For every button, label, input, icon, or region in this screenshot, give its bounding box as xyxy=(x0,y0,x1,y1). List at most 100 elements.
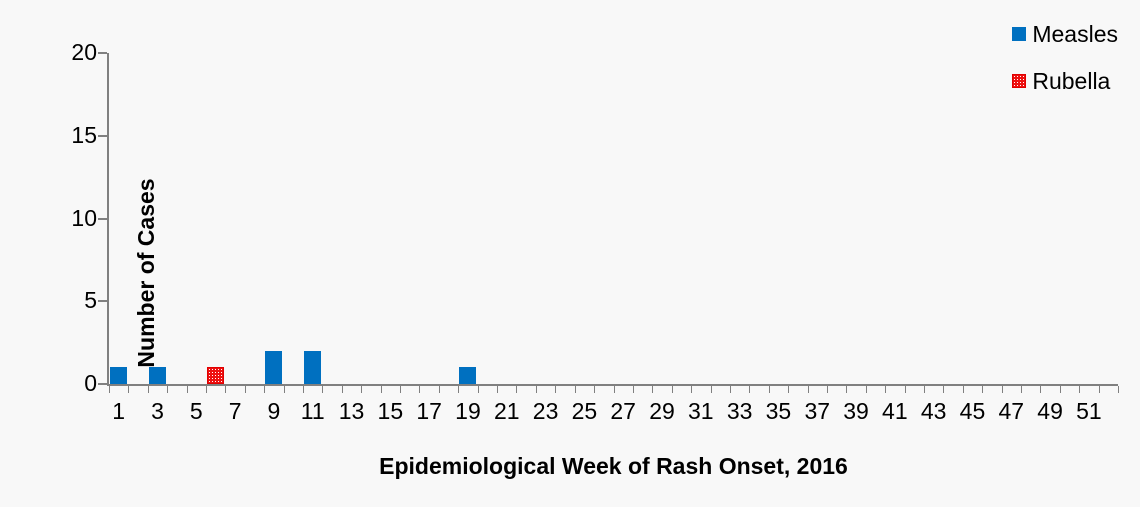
x-tick-label-17: 17 xyxy=(416,398,442,424)
x-tick-45 xyxy=(982,386,984,393)
x-tick-25 xyxy=(594,386,596,393)
bar-rubella-week-6 xyxy=(207,367,225,384)
x-tick-label-33: 33 xyxy=(726,398,753,424)
x-tick-label-51: 51 xyxy=(1076,398,1102,424)
x-tick-6 xyxy=(225,386,227,393)
x-tick-34 xyxy=(768,386,770,393)
x-tick-32 xyxy=(729,386,731,393)
bar-measles-week-1 xyxy=(110,367,128,384)
x-tick-15 xyxy=(400,386,402,393)
measles-swatch-icon xyxy=(1012,27,1027,41)
x-tick-1 xyxy=(128,386,130,393)
legend-label-rubella: Rubella xyxy=(1032,68,1111,94)
x-tick-18 xyxy=(458,386,460,393)
x-tick-3 xyxy=(167,386,169,393)
x-axis-title: Epidemiological Week of Rash Onset, 2016 xyxy=(379,453,848,479)
y-axis-title: Number of Cases xyxy=(133,178,159,368)
x-tick-label-27: 27 xyxy=(610,398,636,424)
x-tick-40 xyxy=(885,386,887,393)
x-tick-21 xyxy=(516,386,518,393)
y-tick-label-5: 5 xyxy=(84,287,97,314)
y-tick-5 xyxy=(98,300,107,303)
x-tick-label-45: 45 xyxy=(959,398,986,424)
x-tick-23 xyxy=(555,386,557,393)
legend-label-measles: Measles xyxy=(1032,21,1118,47)
x-tick-30 xyxy=(691,386,693,393)
x-tick-label-43: 43 xyxy=(920,398,947,424)
y-tick-label-20: 20 xyxy=(71,39,97,65)
x-tick-27 xyxy=(632,386,634,393)
x-tick-label-19: 19 xyxy=(455,398,481,424)
x-tick-label-13: 13 xyxy=(338,398,365,424)
x-tick-28 xyxy=(652,386,654,393)
x-tick-label-5: 5 xyxy=(189,398,203,424)
y-tick-10 xyxy=(98,217,107,220)
x-tick-37 xyxy=(826,386,828,393)
x-tick-label-37: 37 xyxy=(804,398,831,424)
x-tick-33 xyxy=(749,386,751,393)
bar-measles-week-11 xyxy=(304,350,322,384)
x-tick-22 xyxy=(535,386,537,393)
x-tick-36 xyxy=(807,386,809,393)
y-tick-label-15: 15 xyxy=(71,121,97,148)
x-tick-51 xyxy=(1098,386,1100,393)
x-tick-label-1: 1 xyxy=(112,398,126,424)
x-tick-label-25: 25 xyxy=(571,398,598,424)
x-tick-31 xyxy=(710,386,712,393)
x-tick-8 xyxy=(264,386,266,393)
x-tick-label-49: 49 xyxy=(1037,398,1063,424)
x-tick-16 xyxy=(419,386,421,393)
x-tick-7 xyxy=(244,386,246,393)
x-axis-line xyxy=(107,384,1118,386)
x-tick-19 xyxy=(477,386,479,393)
x-tick-49 xyxy=(1059,386,1061,393)
x-tick-52 xyxy=(1118,386,1119,393)
x-tick-label-23: 23 xyxy=(532,398,559,424)
x-tick-label-35: 35 xyxy=(765,398,792,424)
x-tick-label-31: 31 xyxy=(688,398,714,424)
legend: Measles Rubella xyxy=(1012,22,1118,116)
x-tick-label-11: 11 xyxy=(300,398,325,424)
x-tick-38 xyxy=(846,386,848,393)
x-tick-2 xyxy=(147,386,149,393)
x-tick-label-41: 41 xyxy=(882,398,908,424)
x-tick-50 xyxy=(1079,386,1081,393)
x-tick-label-7: 7 xyxy=(228,398,242,424)
x-tick-label-3: 3 xyxy=(151,398,164,424)
y-tick-label-10: 10 xyxy=(71,204,97,231)
x-tick-label-15: 15 xyxy=(377,398,404,424)
x-tick-12 xyxy=(341,386,343,393)
x-tick-35 xyxy=(788,386,790,393)
x-tick-10 xyxy=(303,386,305,393)
rubella-swatch-icon xyxy=(1012,74,1027,88)
plot-area: 0 5 10 15 20 1 3 5 7 9 11 13 15 17 19 21 23 25 27 29 31 33 35… xyxy=(71,41,1119,423)
x-tick-9 xyxy=(283,386,285,393)
x-tick-44 xyxy=(962,386,964,393)
x-tick-0 xyxy=(109,386,110,393)
x-tick-14 xyxy=(380,386,382,393)
x-tick-label-21: 21 xyxy=(493,398,520,424)
x-tick-label-39: 39 xyxy=(843,398,869,424)
x-tick-26 xyxy=(613,386,615,393)
bar-measles-week-19 xyxy=(459,367,477,384)
x-tick-11 xyxy=(322,386,324,393)
y-tick-20 xyxy=(98,52,107,54)
x-tick-20 xyxy=(497,386,499,393)
x-tick-label-9: 9 xyxy=(267,398,281,424)
bar-measles-week-3 xyxy=(149,367,166,384)
x-tick-47 xyxy=(1020,386,1022,393)
x-tick-24 xyxy=(574,386,576,393)
bar-measles-week-9 xyxy=(265,350,283,384)
x-tick-41 xyxy=(904,386,906,393)
x-tick-5 xyxy=(206,386,208,393)
x-tick-46 xyxy=(1001,386,1003,393)
x-tick-17 xyxy=(438,386,440,393)
x-tick-42 xyxy=(923,386,925,393)
y-tick-0 xyxy=(98,383,107,385)
x-tick-39 xyxy=(865,386,867,393)
x-tick-48 xyxy=(1040,386,1042,393)
y-tick-label-0: 0 xyxy=(84,370,97,396)
y-tick-15 xyxy=(98,134,107,137)
x-tick-label-47: 47 xyxy=(998,398,1025,424)
